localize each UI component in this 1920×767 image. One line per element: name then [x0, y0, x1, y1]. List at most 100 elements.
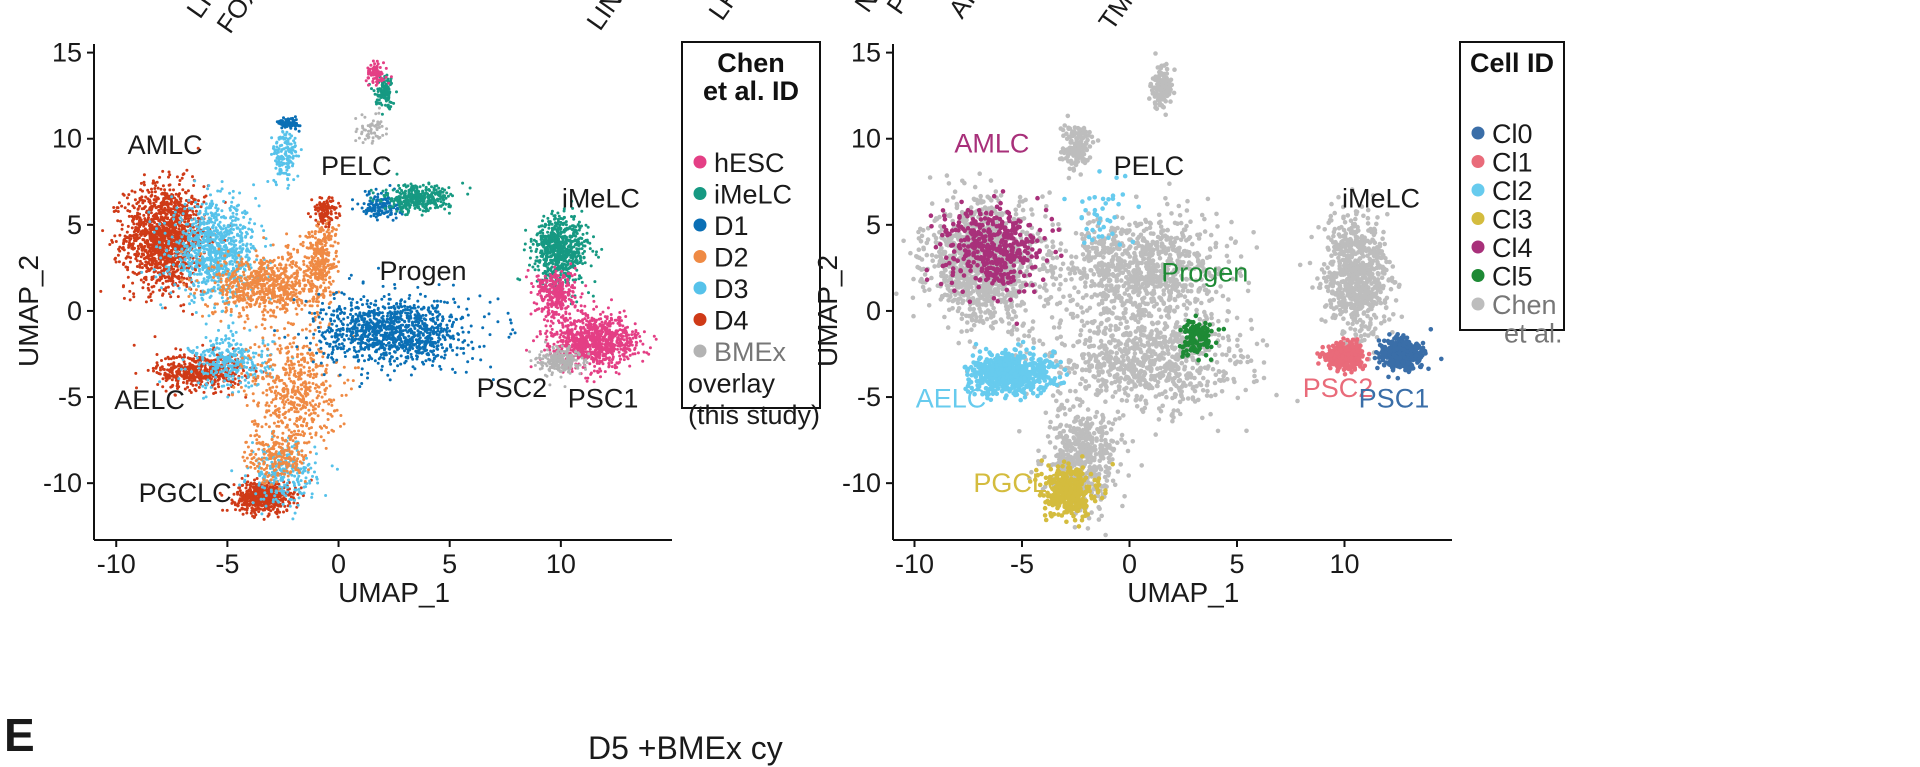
point-d2	[242, 262, 246, 266]
point-d4	[133, 198, 137, 202]
point-d3	[209, 211, 213, 215]
point-d2	[238, 311, 241, 315]
point-d2	[243, 320, 247, 324]
point-d2	[249, 373, 253, 376]
point-d4	[118, 249, 122, 253]
point-d3	[226, 229, 230, 233]
point-d4	[177, 235, 181, 239]
point-d3	[290, 134, 294, 138]
point-d3	[229, 329, 233, 333]
point-d3	[232, 235, 236, 239]
point-d4	[127, 193, 131, 197]
point-d3	[228, 260, 232, 264]
point-d4	[161, 292, 165, 296]
point-d3	[234, 254, 237, 258]
point-d4	[142, 173, 146, 177]
point-d4	[242, 503, 246, 507]
point-d4	[141, 201, 145, 205]
point-d3	[229, 247, 233, 251]
point-d4	[318, 196, 322, 199]
point-d3	[201, 350, 205, 354]
point-d3	[199, 353, 203, 357]
point-d3	[276, 155, 280, 159]
point-d4	[160, 269, 164, 273]
point-d2	[295, 419, 299, 423]
point-d3	[313, 470, 316, 474]
point-d2	[256, 363, 260, 366]
point-d2	[298, 284, 302, 288]
point-d3	[183, 367, 187, 371]
point-d2	[295, 269, 299, 273]
point-d4	[157, 278, 161, 282]
point-d4	[179, 199, 183, 203]
point-d4	[188, 389, 192, 392]
point-d4	[151, 179, 155, 183]
point-d2	[251, 379, 255, 383]
point-d3	[172, 213, 176, 217]
point-d4	[202, 390, 206, 394]
point-d3	[193, 179, 197, 183]
point-d4	[141, 286, 145, 290]
point-d3	[208, 257, 211, 261]
point-d3	[252, 355, 256, 359]
point-d4	[146, 242, 150, 246]
point-d4	[258, 489, 262, 493]
point-d3	[214, 371, 218, 375]
point-d2	[295, 295, 299, 299]
point-d2	[288, 283, 292, 287]
point-d4	[127, 214, 131, 218]
point-d3	[211, 351, 215, 355]
point-d3	[211, 233, 215, 237]
point-d4	[133, 190, 137, 194]
point-d3	[226, 395, 230, 399]
point-d4	[156, 205, 160, 209]
point-d3	[208, 239, 212, 243]
point-d4	[139, 255, 143, 259]
point-d4	[183, 362, 187, 366]
point-d2	[224, 272, 228, 276]
point-d4	[242, 497, 246, 501]
point-d3	[197, 233, 201, 237]
point-d3	[203, 244, 207, 248]
point-d3	[183, 202, 187, 206]
point-d2	[286, 295, 289, 299]
point-d3	[163, 252, 167, 256]
point-d3	[211, 245, 215, 249]
point-d3	[291, 480, 295, 484]
point-d2	[295, 300, 299, 304]
point-d2	[258, 270, 262, 274]
point-d4	[135, 233, 139, 237]
point-d3	[231, 321, 235, 325]
point-d3	[202, 250, 206, 254]
point-d4	[113, 234, 117, 238]
point-d3	[202, 213, 206, 216]
point-d4	[254, 369, 258, 373]
point-d3	[275, 145, 279, 149]
point-d3	[260, 349, 264, 353]
point-d4	[191, 383, 195, 387]
point-d3	[219, 252, 223, 256]
top-gene-label-1: FOX	[210, 0, 265, 38]
point-d4	[146, 368, 150, 372]
point-d3	[181, 263, 185, 267]
point-d2	[263, 304, 267, 308]
point-d3	[193, 238, 197, 242]
scatter-points	[99, 59, 658, 521]
point-d2	[221, 293, 225, 296]
point-d2	[229, 282, 233, 285]
point-d4	[174, 365, 178, 369]
point-d4	[178, 192, 181, 196]
point-d2	[265, 272, 269, 276]
point-d2	[256, 297, 260, 301]
point-d3	[310, 495, 314, 499]
point-d3	[192, 300, 196, 304]
point-d2	[231, 284, 235, 288]
point-d4	[146, 217, 150, 221]
point-d3	[245, 249, 249, 252]
point-d2	[237, 289, 241, 293]
point-d3	[189, 253, 193, 257]
point-d3	[291, 156, 295, 160]
point-d3	[249, 246, 253, 250]
point-d2	[285, 282, 289, 286]
point-d3	[226, 359, 230, 363]
